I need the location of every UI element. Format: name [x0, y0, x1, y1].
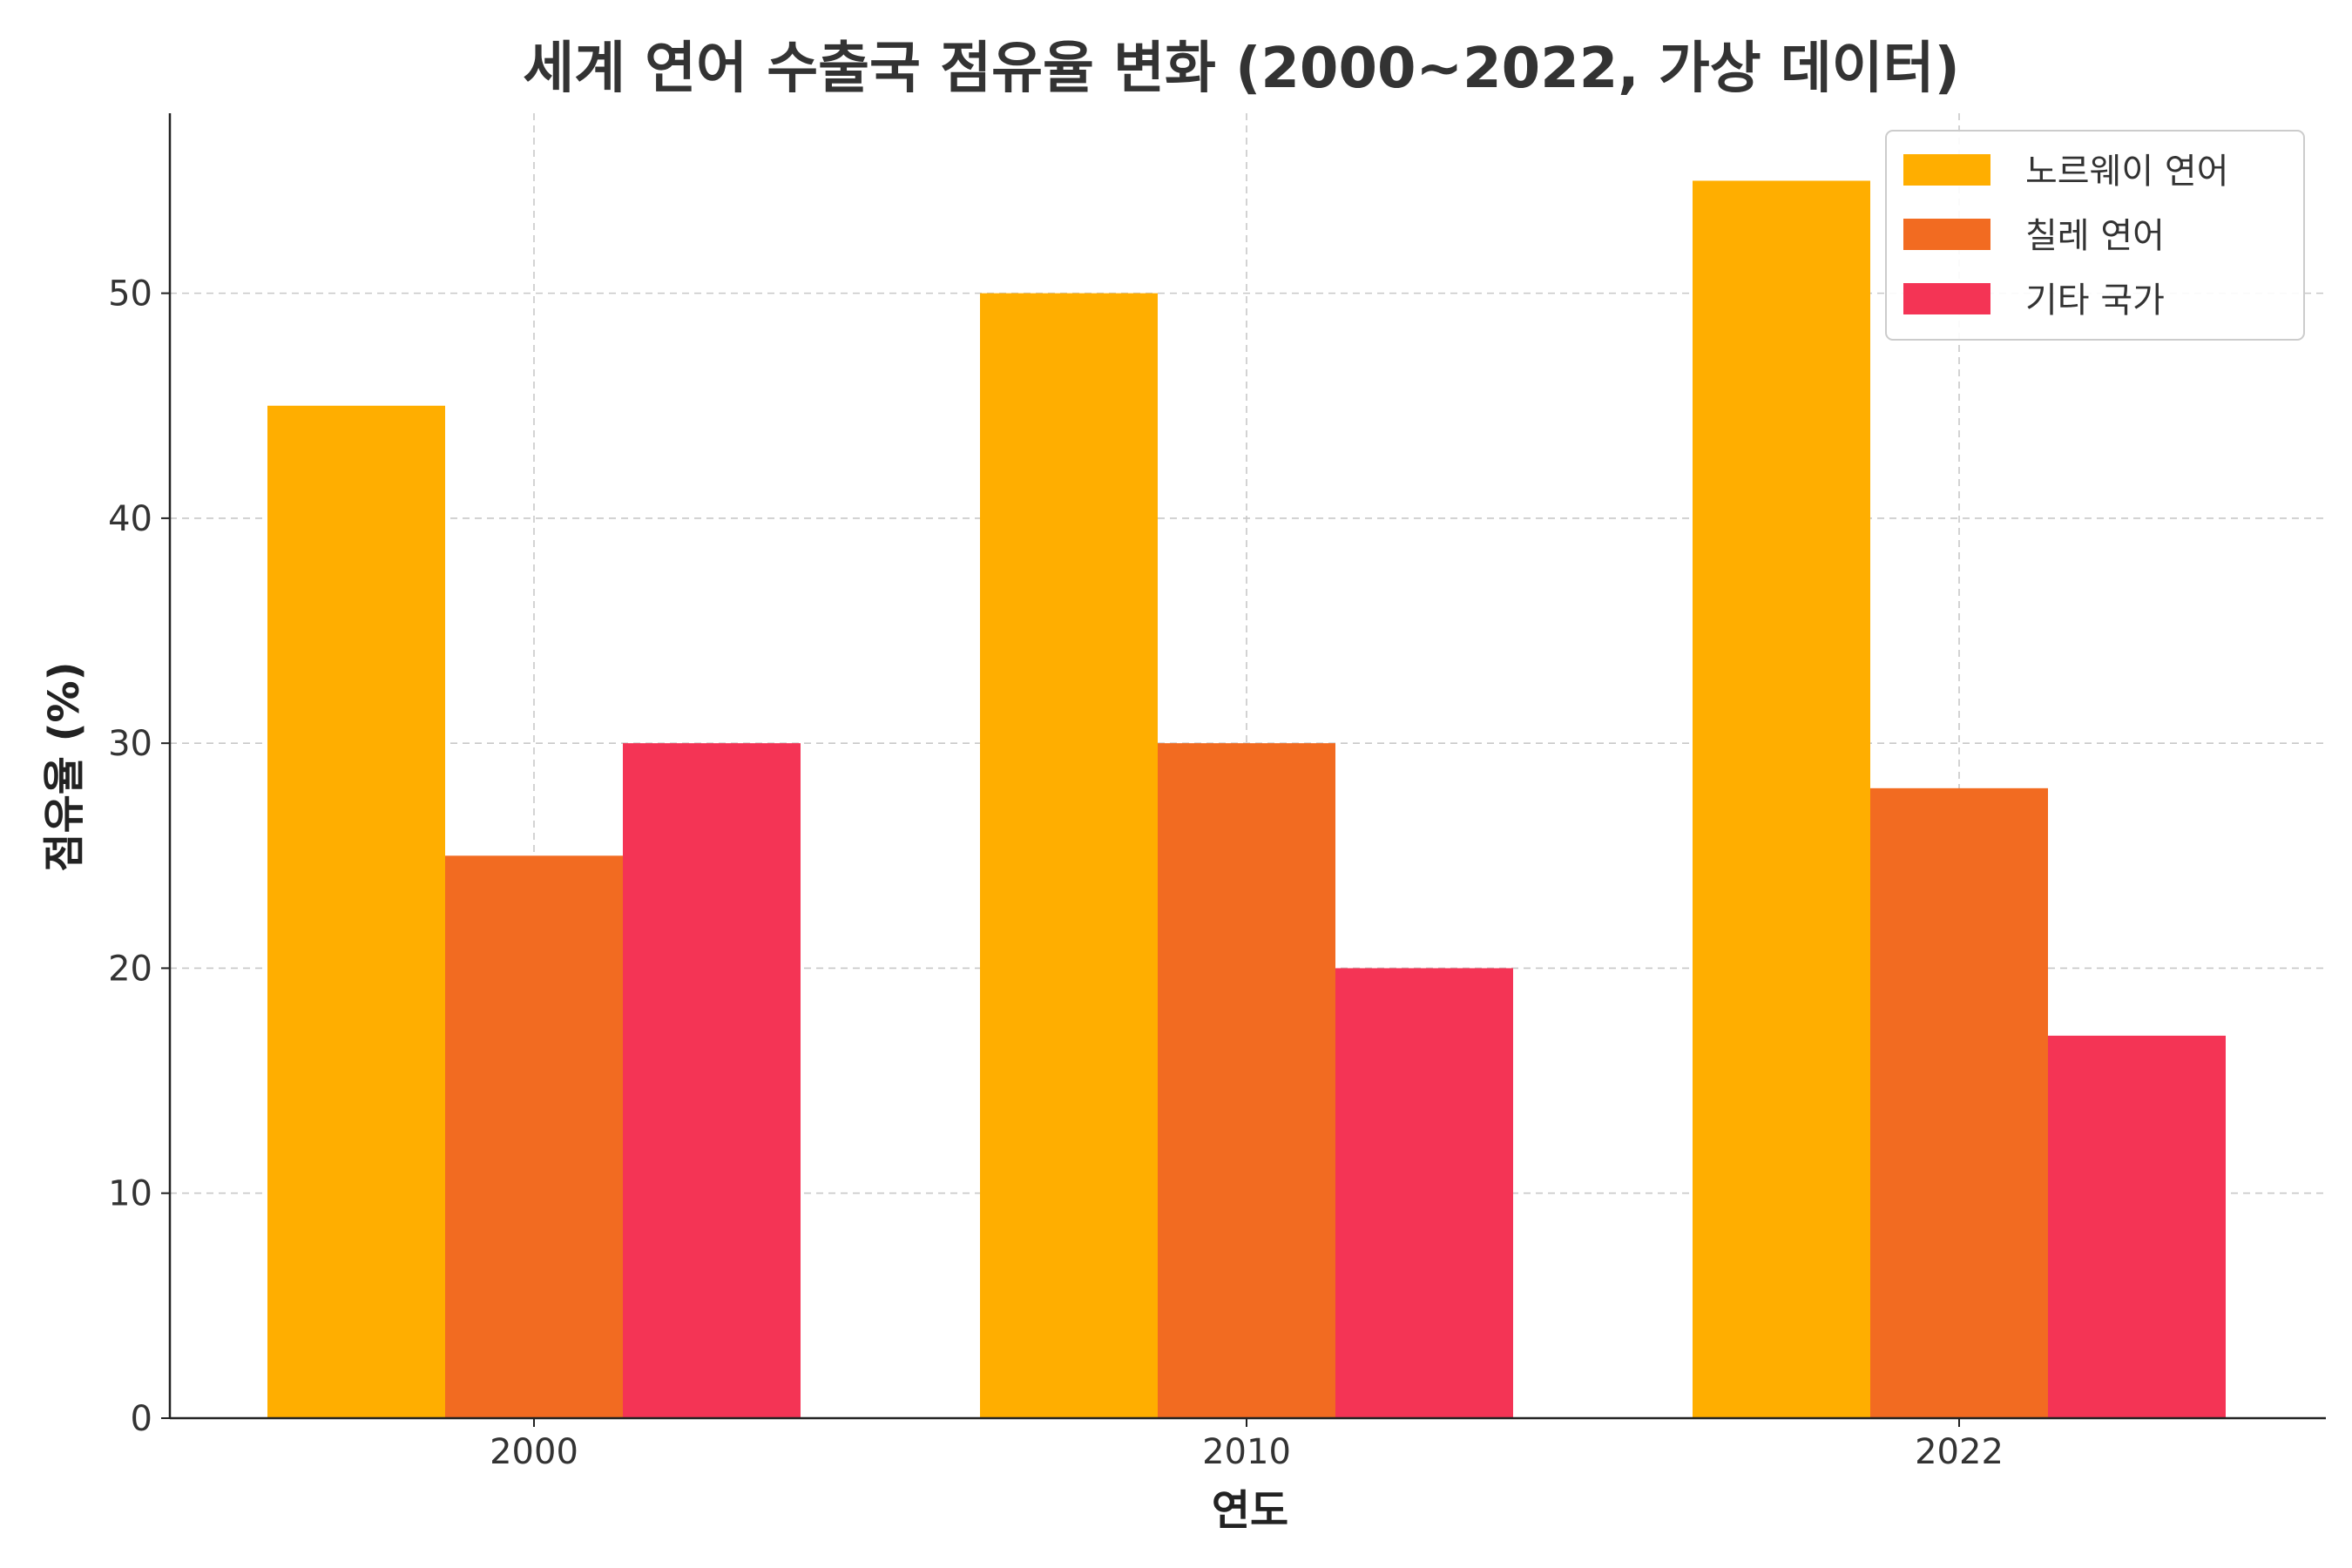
y-tick-label: 20 [108, 949, 152, 989]
legend-swatch-others [1903, 283, 1990, 314]
legend-label-others: 기타 국가 [2025, 280, 2165, 321]
legend: 노르웨이 연어 칠레 연어 기타 국가 [1885, 130, 2305, 341]
axes [168, 113, 2326, 1420]
bar-chile-2022 [1870, 787, 2048, 1418]
legend-swatch-norway [1903, 154, 1990, 186]
legend-label-norway: 노르웨이 연어 [2025, 152, 2229, 192]
y-tick-label: 50 [108, 274, 152, 314]
legend-swatch-chile [1903, 219, 1990, 250]
bars [267, 180, 2226, 1419]
y-tick-label: 30 [108, 724, 152, 764]
x-tick-label: 2010 [1202, 1432, 1291, 1472]
bar-norway-2010 [980, 293, 1158, 1418]
bar-others-2000 [623, 743, 801, 1418]
bar-chile-2000 [445, 855, 623, 1418]
y-tick-label: 10 [108, 1174, 152, 1214]
x-tick-label: 2000 [490, 1432, 578, 1472]
y-tick-label: 40 [108, 499, 152, 539]
legend-label-chile: 칠레 연어 [2025, 216, 2165, 256]
bar-others-2010 [1335, 968, 1513, 1418]
bar-norway-2000 [267, 405, 445, 1419]
bar-others-2022 [2048, 1035, 2226, 1418]
y-tick-label: 0 [131, 1399, 152, 1439]
x-axis-label: 연도 [1212, 1486, 1288, 1535]
chart-title: 세계 연어 수출국 점유율 변화 (2000~2022, 가상 데이터) [523, 37, 1960, 101]
bar-chile-2010 [1158, 743, 1335, 1418]
y-axis-label: 점유율 (%) [40, 661, 89, 871]
x-tick-label: 2022 [1915, 1432, 2004, 1472]
ticks: 0 10 20 30 40 50 2000 2010 2022 [108, 274, 2004, 1472]
bar-norway-2022 [1693, 180, 1870, 1418]
